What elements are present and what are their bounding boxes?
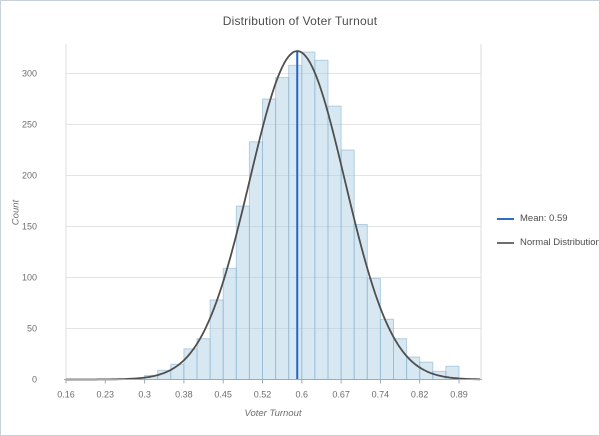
legend: Mean: 0.59 Normal Distribution [497, 213, 600, 261]
x-tick-label: 0.38 [175, 390, 193, 400]
histogram-bar[interactable] [196, 338, 211, 381]
x-tick-label: 0.82 [411, 390, 429, 400]
y-tick-label: 250 [22, 120, 37, 130]
x-tick-label: 0.89 [450, 390, 468, 400]
y-axis-title: Count [10, 199, 22, 226]
histogram-bar[interactable] [393, 338, 408, 381]
chart-title: Distribution of Voter Turnout [222, 14, 378, 28]
y-tick-label: 100 [22, 273, 37, 283]
x-tick-label: 0.45 [214, 390, 232, 400]
histogram-bar[interactable] [301, 51, 316, 381]
histogram-bar[interactable] [262, 98, 277, 380]
normal-distribution-swatch-icon [497, 241, 514, 244]
y-tick-label: 0 [32, 375, 37, 385]
y-tick-label: 300 [22, 69, 37, 79]
histogram-bar[interactable] [366, 278, 381, 380]
x-tick-label: 0.74 [372, 390, 390, 400]
legend-item-mean[interactable]: Mean: 0.59 [497, 213, 599, 224]
x-axis-title: Voter Turnout [244, 408, 302, 419]
legend-item-normal-distribution[interactable]: Normal Distribution [497, 237, 600, 248]
y-tick-label: 200 [22, 171, 37, 181]
x-tick-label: 0.3 [138, 390, 151, 400]
histogram-bar[interactable] [248, 141, 263, 380]
histogram-bar[interactable] [235, 205, 250, 380]
histogram-bar[interactable] [275, 77, 290, 381]
normal-curve [66, 50, 480, 381]
histogram-bar[interactable] [406, 356, 421, 380]
x-tick-label: 0.52 [254, 390, 272, 400]
x-tick-label: 0.67 [332, 390, 350, 400]
y-tick-label: 150 [22, 222, 37, 232]
histogram-bar[interactable] [379, 318, 394, 381]
histogram-bar[interactable] [222, 267, 237, 381]
histogram-bar[interactable] [288, 64, 303, 380]
x-tick-label: 0.6 [296, 390, 309, 400]
histogram-bar[interactable] [340, 149, 355, 380]
mean-line-swatch-icon [497, 217, 514, 220]
x-tick-label: 0.16 [57, 390, 75, 400]
legend-label-normal-distribution: Normal Distribution [520, 237, 600, 248]
y-tick-label: 50 [27, 324, 37, 334]
histogram-bar[interactable] [327, 105, 342, 380]
legend-label-mean: Mean: 0.59 [520, 213, 568, 224]
x-tick-label: 0.23 [97, 390, 115, 400]
